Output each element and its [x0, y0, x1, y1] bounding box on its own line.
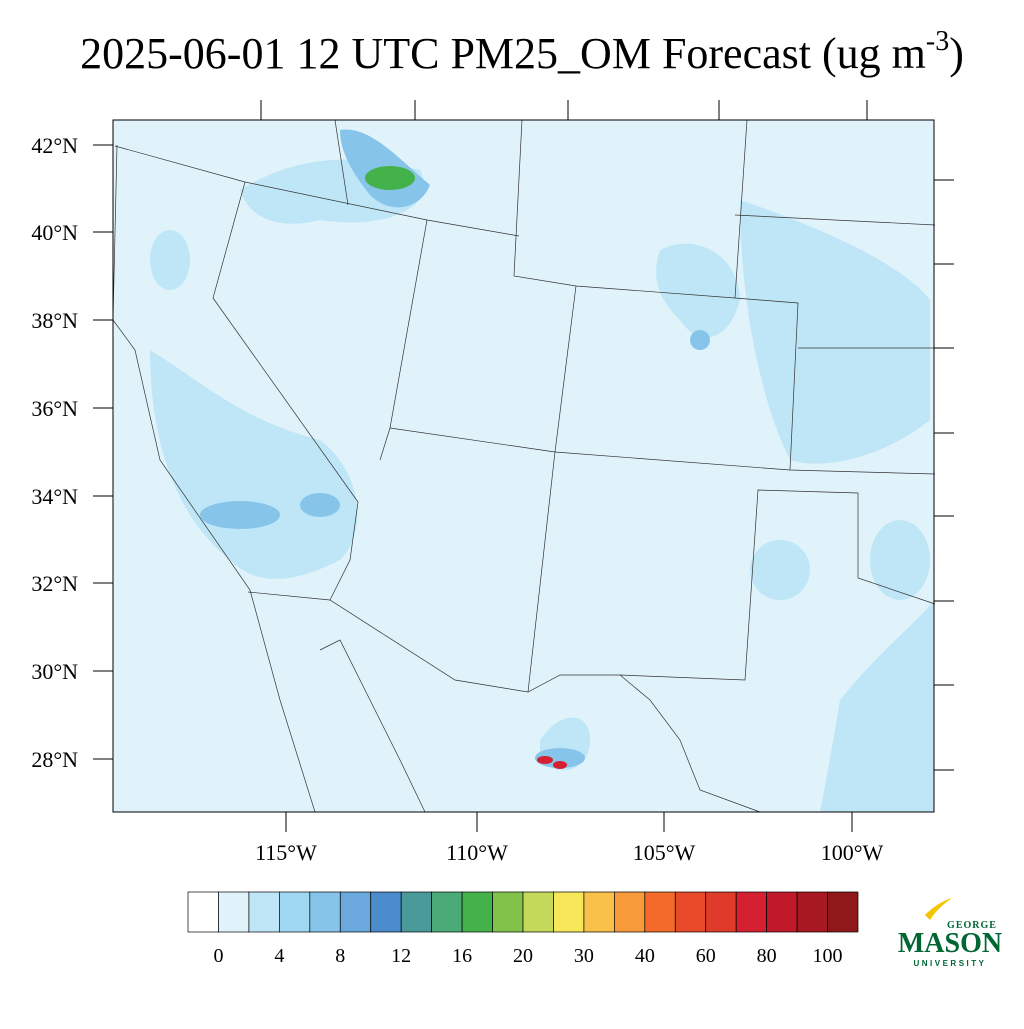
colorbar-box: [187, 891, 219, 933]
colorbar-label: 20: [513, 945, 533, 967]
lon-label: 105°W: [633, 840, 696, 865]
colorbar-box: [674, 891, 707, 933]
title-main: 2025-06-01 12 UTC PM25_OM Forecast (ug m: [80, 29, 926, 78]
logo-swoosh: [925, 898, 952, 920]
colorbar-label: 8: [335, 945, 345, 967]
colorbar-label: 100: [813, 945, 843, 967]
colorbar-box: [248, 891, 280, 933]
concentration-peak: [537, 756, 553, 764]
colorbar-label: 60: [696, 945, 716, 967]
lat-label: 42°N: [31, 133, 78, 158]
colorbar-box: [279, 891, 311, 933]
colorbar-box: [218, 891, 250, 933]
frame-ticks: [260, 100, 954, 771]
title-sup: -3: [926, 26, 949, 57]
colorbar-label: 0: [213, 945, 223, 967]
concentration-peak: [553, 761, 567, 769]
colorbar-label: 30: [574, 945, 594, 967]
lon-label: 115°W: [255, 840, 317, 865]
lat-label: 28°N: [31, 747, 78, 772]
colorbar-label: 16: [452, 945, 472, 967]
title-end: ): [949, 29, 964, 78]
concentration-areas: [150, 159, 934, 812]
lon-label: 110°W: [446, 840, 508, 865]
map-frame: [112, 119, 935, 813]
colorbar-box: [339, 891, 372, 933]
colorbar-box: [370, 891, 402, 933]
colorbar-box: [766, 891, 798, 933]
colorbar-box: [644, 891, 676, 933]
lat-label: 38°N: [31, 308, 78, 333]
title: 2025-06-01 12 UTC PM25_OM Forecast (ug m…: [80, 26, 964, 78]
colorbar-box: [431, 891, 463, 933]
colorbar-label: 4: [274, 945, 284, 967]
concentration-peak: [365, 166, 415, 190]
lat-label: 30°N: [31, 659, 78, 684]
colorbar-box: [309, 891, 341, 933]
colorbar-label: 80: [757, 945, 777, 967]
logo-bottom: UNIVERSITY: [913, 959, 986, 968]
colorbar-box: [614, 891, 646, 933]
lat-label: 32°N: [31, 571, 78, 596]
colorbar-label: 12: [391, 945, 411, 967]
colorbar-box: [492, 891, 524, 933]
colorbar-box: [400, 891, 432, 933]
lat-label: 34°N: [31, 484, 78, 509]
colorbar-label: 40: [635, 945, 655, 967]
colorbar-box: [553, 891, 585, 933]
colorbar-box: [583, 891, 615, 933]
logo-top: GEORGE: [947, 920, 997, 931]
lat-label: 36°N: [31, 396, 78, 421]
colorbar-box: [522, 891, 554, 933]
logo-main: MASON: [898, 928, 1002, 959]
lon-label: 100°W: [821, 840, 884, 865]
colorbar-box: [705, 891, 737, 933]
colorbar-box: [735, 891, 767, 933]
colorbar-box: [796, 891, 828, 933]
colorbar-box: [461, 891, 493, 933]
map: [112, 119, 936, 813]
lat-label: 40°N: [31, 220, 78, 245]
logo: GEORGE MASON UNIVERSITY: [898, 898, 1002, 968]
colorbar-box: [827, 891, 859, 933]
